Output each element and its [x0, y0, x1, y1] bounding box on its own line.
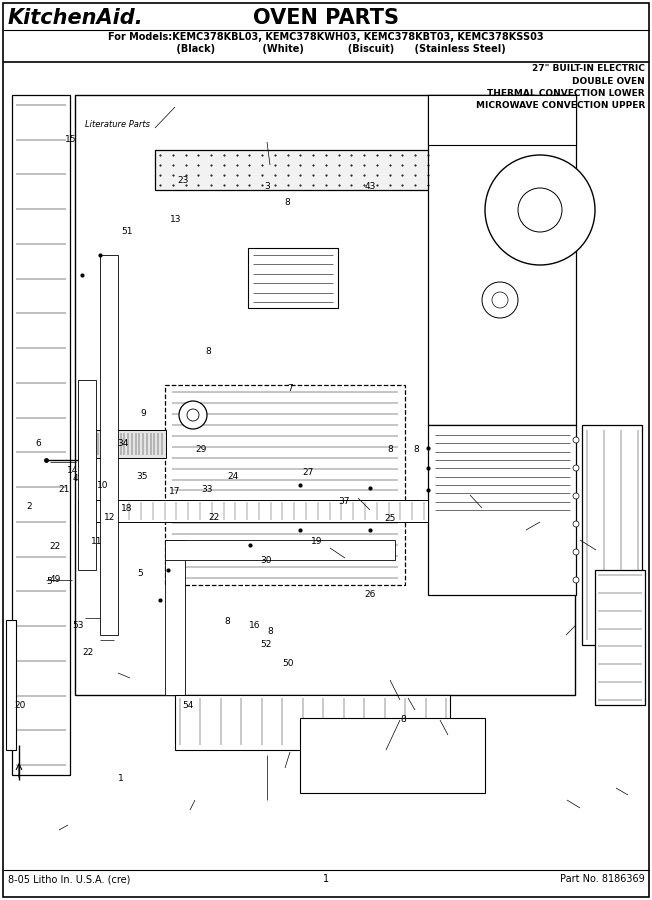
- Bar: [300, 718, 485, 793]
- Bar: [165, 540, 395, 560]
- Bar: [78, 500, 428, 522]
- Circle shape: [573, 577, 579, 583]
- Text: 5: 5: [46, 577, 52, 586]
- Text: 43: 43: [364, 182, 376, 191]
- Bar: [428, 425, 576, 595]
- Text: 10: 10: [97, 481, 109, 490]
- Text: 29: 29: [195, 445, 207, 454]
- Text: 25: 25: [384, 514, 396, 523]
- Bar: [155, 150, 433, 190]
- Circle shape: [573, 437, 579, 443]
- Bar: [75, 95, 575, 695]
- Circle shape: [573, 549, 579, 555]
- Bar: [12, 95, 70, 775]
- Text: 1: 1: [323, 874, 329, 884]
- Bar: [100, 255, 118, 635]
- Bar: [6, 620, 16, 750]
- Text: 19: 19: [310, 536, 322, 545]
- Text: 7: 7: [288, 384, 293, 393]
- Bar: [248, 248, 338, 308]
- Text: 35: 35: [136, 472, 148, 482]
- Text: 8: 8: [206, 346, 211, 356]
- Circle shape: [518, 188, 562, 232]
- Circle shape: [482, 282, 518, 318]
- Text: 18: 18: [121, 504, 133, 513]
- Text: Part No. 8186369: Part No. 8186369: [560, 874, 645, 884]
- Text: 20: 20: [14, 701, 25, 710]
- Text: OVEN PARTS: OVEN PARTS: [253, 8, 399, 28]
- Bar: [165, 540, 185, 695]
- Bar: [78, 380, 96, 570]
- Text: (Black)              (White)             (Biscuit)      (Stainless Steel): (Black) (White) (Biscuit) (Stainless Ste…: [146, 44, 506, 54]
- Text: 27" BUILT-IN ELECTRIC
DOUBLE OVEN
THERMAL CONVECTION LOWER
MICROWAVE CONVECTION : 27" BUILT-IN ELECTRIC DOUBLE OVEN THERMA…: [476, 64, 645, 111]
- Text: 8: 8: [413, 446, 419, 454]
- Text: 4: 4: [72, 474, 78, 483]
- Circle shape: [179, 401, 207, 429]
- Text: 21: 21: [58, 485, 70, 494]
- Text: 1: 1: [118, 774, 123, 783]
- Text: 9: 9: [141, 410, 146, 418]
- Text: 54: 54: [182, 701, 194, 710]
- Text: 6: 6: [35, 439, 40, 448]
- Circle shape: [187, 409, 199, 421]
- Bar: [428, 95, 576, 425]
- Bar: [82, 100, 138, 172]
- Text: 17: 17: [169, 488, 181, 497]
- Text: For Models:KEMC378KBL03, KEMC378KWH03, KEMC378KBT03, KEMC378KSS03: For Models:KEMC378KBL03, KEMC378KWH03, K…: [108, 32, 544, 42]
- Text: 33: 33: [201, 485, 213, 494]
- Text: 24: 24: [228, 472, 239, 482]
- Text: 53: 53: [72, 621, 84, 630]
- Text: 26: 26: [364, 590, 376, 598]
- Text: 8: 8: [284, 198, 289, 207]
- Text: Literature Parts: Literature Parts: [85, 120, 150, 129]
- Bar: [595, 570, 645, 705]
- Bar: [582, 425, 642, 645]
- Text: 34: 34: [117, 439, 128, 448]
- Bar: [428, 95, 576, 145]
- Text: 16: 16: [248, 621, 260, 630]
- Text: 2: 2: [27, 501, 32, 510]
- Text: 30: 30: [260, 556, 272, 565]
- Text: 13: 13: [170, 215, 182, 224]
- Text: 11: 11: [91, 536, 102, 545]
- Text: 49: 49: [50, 575, 61, 584]
- Text: 22: 22: [50, 542, 61, 551]
- Text: 8-05 Litho In. U.S.A. (cre): 8-05 Litho In. U.S.A. (cre): [8, 874, 130, 884]
- Text: 22: 22: [208, 512, 220, 521]
- Text: KitchenAid.: KitchenAid.: [8, 8, 143, 28]
- Text: 22: 22: [82, 648, 94, 657]
- Text: 15: 15: [65, 135, 76, 144]
- Circle shape: [485, 155, 595, 265]
- Text: 23: 23: [177, 176, 188, 185]
- Circle shape: [573, 521, 579, 527]
- Text: 27: 27: [302, 468, 314, 477]
- Text: 50: 50: [282, 659, 294, 668]
- Circle shape: [492, 292, 508, 308]
- Text: 12: 12: [104, 512, 115, 521]
- Text: 37: 37: [338, 498, 350, 507]
- Text: 8: 8: [387, 446, 393, 454]
- Text: 51: 51: [121, 227, 133, 236]
- Text: 8: 8: [268, 627, 273, 636]
- Circle shape: [573, 493, 579, 499]
- Circle shape: [573, 465, 579, 471]
- Bar: [175, 695, 450, 750]
- Text: 52: 52: [260, 640, 272, 649]
- Text: 14: 14: [67, 465, 79, 474]
- Text: 8: 8: [224, 617, 230, 626]
- Text: 3: 3: [265, 182, 270, 191]
- Bar: [78, 430, 166, 458]
- Text: 8: 8: [400, 716, 406, 724]
- Bar: [165, 385, 405, 585]
- Text: 5: 5: [138, 569, 143, 578]
